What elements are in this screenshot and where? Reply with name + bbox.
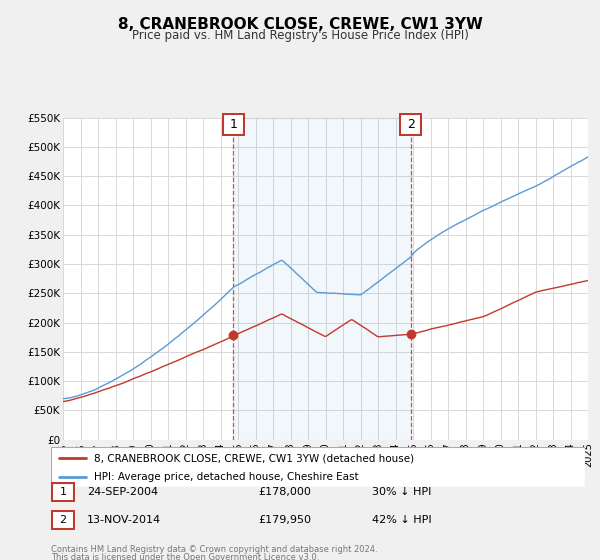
FancyBboxPatch shape bbox=[52, 483, 74, 501]
Text: Contains HM Land Registry data © Crown copyright and database right 2024.: Contains HM Land Registry data © Crown c… bbox=[51, 545, 377, 554]
Text: 24-SEP-2004: 24-SEP-2004 bbox=[87, 487, 158, 497]
Text: 8, CRANEBROOK CLOSE, CREWE, CW1 3YW (detached house): 8, CRANEBROOK CLOSE, CREWE, CW1 3YW (det… bbox=[94, 453, 414, 463]
Text: £178,000: £178,000 bbox=[258, 487, 311, 497]
Text: 13-NOV-2014: 13-NOV-2014 bbox=[87, 515, 161, 525]
Text: 42% ↓ HPI: 42% ↓ HPI bbox=[372, 515, 431, 525]
Text: 8, CRANEBROOK CLOSE, CREWE, CW1 3YW: 8, CRANEBROOK CLOSE, CREWE, CW1 3YW bbox=[118, 17, 482, 32]
FancyBboxPatch shape bbox=[223, 114, 244, 135]
Text: 1: 1 bbox=[59, 487, 67, 497]
Text: £179,950: £179,950 bbox=[258, 515, 311, 525]
FancyBboxPatch shape bbox=[51, 447, 585, 487]
Text: 1: 1 bbox=[229, 118, 237, 131]
Bar bbox=[233, 118, 411, 440]
Text: This data is licensed under the Open Government Licence v3.0.: This data is licensed under the Open Gov… bbox=[51, 553, 319, 560]
Text: HPI: Average price, detached house, Cheshire East: HPI: Average price, detached house, Ches… bbox=[94, 472, 358, 482]
Text: Price paid vs. HM Land Registry's House Price Index (HPI): Price paid vs. HM Land Registry's House … bbox=[131, 29, 469, 42]
FancyBboxPatch shape bbox=[52, 511, 74, 529]
Text: 30% ↓ HPI: 30% ↓ HPI bbox=[372, 487, 431, 497]
Text: 2: 2 bbox=[407, 118, 415, 131]
Text: 2: 2 bbox=[59, 515, 67, 525]
FancyBboxPatch shape bbox=[400, 114, 421, 135]
